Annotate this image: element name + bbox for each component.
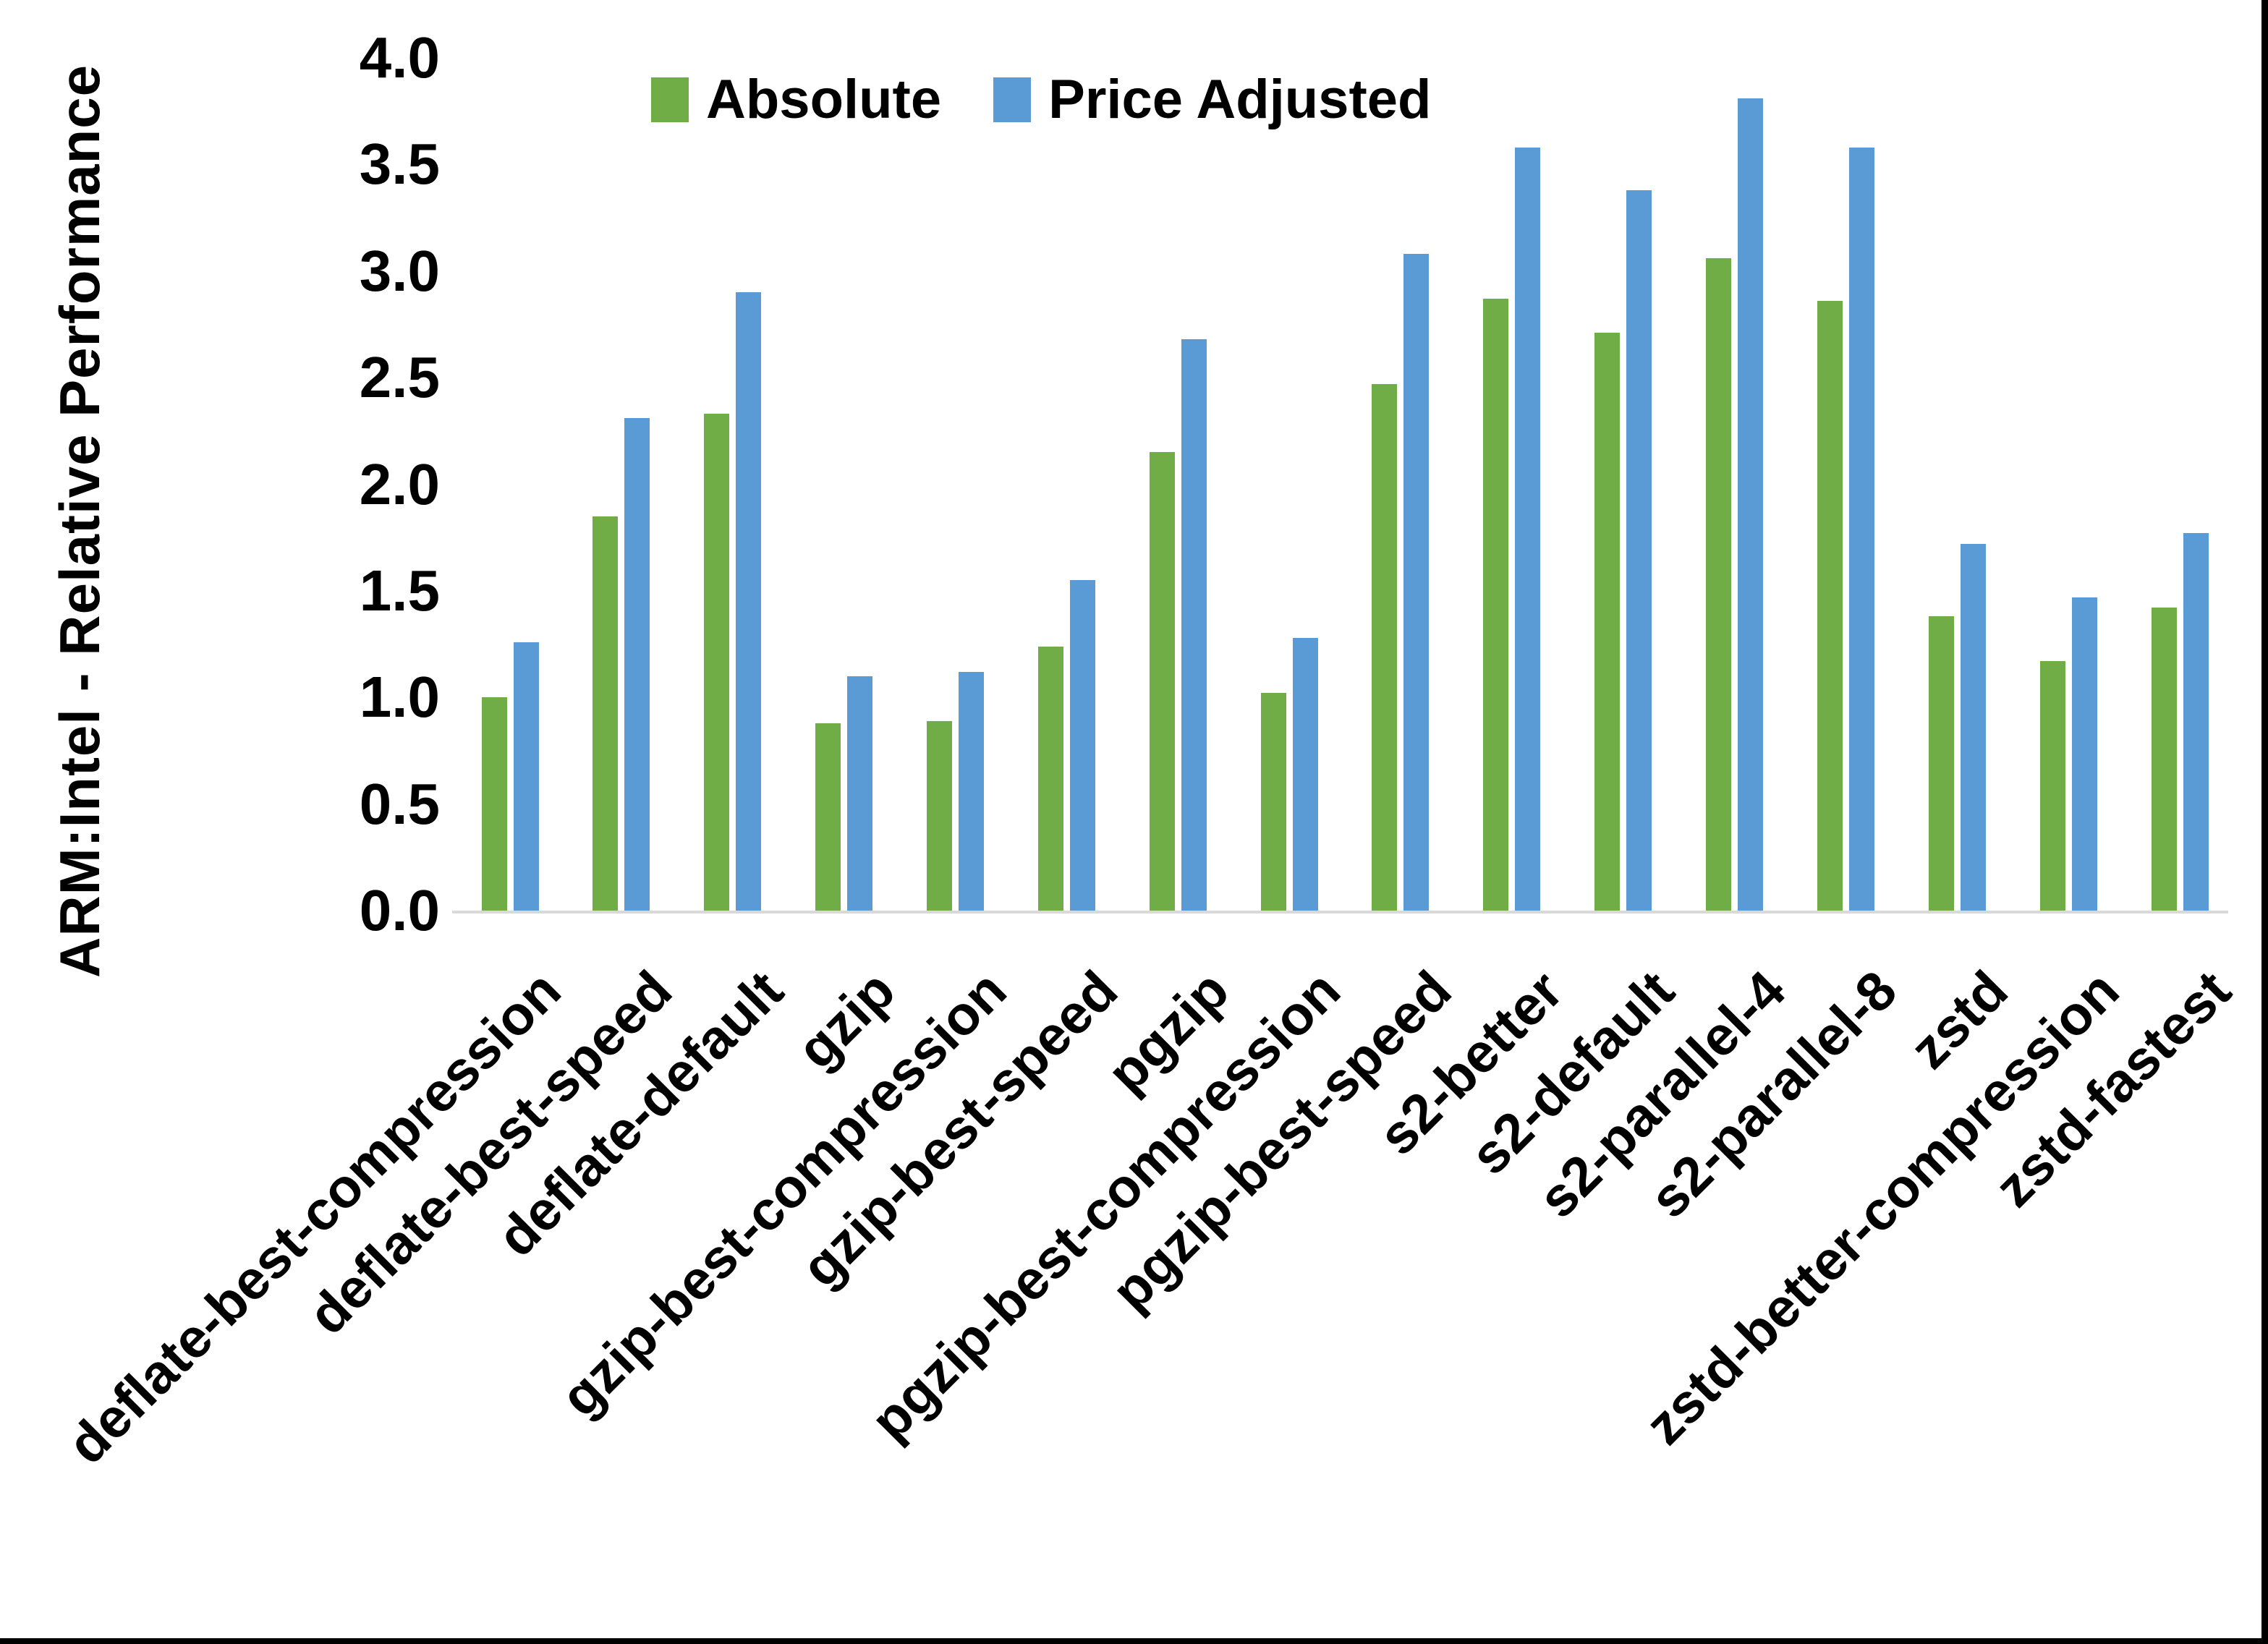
y-tick-label: 3.5 — [359, 132, 440, 197]
y-tick-label: 3.0 — [359, 238, 440, 303]
legend: Absolute Price Adjusted — [651, 72, 1431, 127]
legend-swatch-absolute-icon — [651, 77, 689, 122]
frame-bottom-border — [0, 1638, 2268, 1644]
bar-absolute — [1483, 299, 1509, 911]
bar-price-adjusted — [1181, 339, 1207, 911]
bar-absolute — [1817, 301, 1843, 911]
y-tick-label: 1.5 — [359, 558, 440, 623]
bar-absolute — [926, 720, 952, 911]
bar-absolute — [704, 414, 730, 911]
bar-price-adjusted — [2071, 597, 2097, 911]
bar-price-adjusted — [624, 418, 650, 911]
bar-price-adjusted — [847, 676, 873, 911]
bar-absolute — [815, 723, 841, 911]
y-axis-title-wrap: ARM:Intel - Relative Performance — [36, 0, 123, 1042]
bar-price-adjusted — [736, 292, 762, 911]
y-tick-label: 4.0 — [359, 25, 440, 90]
bar-price-adjusted — [1069, 580, 1095, 911]
y-tick-label: 1.0 — [359, 665, 440, 730]
legend-label-price-adjusted: Price Adjusted — [1048, 69, 1432, 130]
x-axis-line — [452, 911, 2228, 913]
frame-right-border — [2261, 0, 2268, 1644]
bar-absolute — [2151, 608, 2177, 911]
bar-absolute — [1594, 333, 1621, 911]
bar-absolute — [1372, 383, 1398, 911]
y-tick-label: 2.5 — [359, 345, 440, 410]
bar-price-adjusted — [1626, 189, 1652, 911]
bar-price-adjusted — [1292, 637, 1318, 911]
bar-price-adjusted — [1515, 147, 1541, 911]
bar-price-adjusted — [1403, 254, 1430, 911]
legend-item-price-adjusted: Price Adjusted — [993, 72, 1431, 127]
bar-absolute — [1149, 452, 1175, 911]
bar-absolute — [2039, 661, 2065, 911]
bar-price-adjusted — [1848, 147, 1874, 911]
bar-absolute — [481, 697, 507, 911]
y-tick-label: 2.0 — [359, 451, 440, 516]
y-axis-title: ARM:Intel - Relative Performance — [47, 64, 111, 978]
bar-price-adjusted — [513, 642, 539, 911]
bar-price-adjusted — [1960, 544, 1986, 911]
bar-price-adjusted — [958, 671, 984, 911]
bar-absolute — [1260, 693, 1286, 911]
legend-swatch-price-adjusted-icon — [993, 77, 1032, 122]
y-tick-label: 0.0 — [359, 878, 440, 942]
bar-absolute — [593, 516, 619, 911]
bar-absolute — [1706, 258, 1732, 911]
bar-absolute — [1037, 646, 1063, 911]
bar-price-adjusted — [1738, 98, 1764, 911]
bar-price-adjusted — [2183, 533, 2209, 911]
y-tick-label: 0.5 — [359, 771, 440, 836]
legend-label-absolute: Absolute — [706, 69, 942, 130]
bar-absolute — [1928, 616, 1954, 911]
legend-item-absolute: Absolute — [651, 72, 941, 127]
